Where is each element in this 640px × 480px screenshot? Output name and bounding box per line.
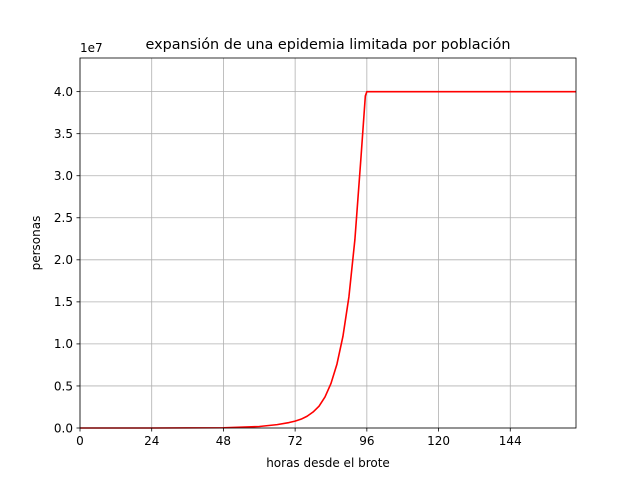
y-axis-label: personas bbox=[29, 216, 43, 271]
y-tick-label-4: 2.0 bbox=[54, 253, 73, 267]
x-tick-label-2: 48 bbox=[216, 434, 231, 448]
x-tick-label-3: 72 bbox=[287, 434, 302, 448]
x-tick-label-1: 24 bbox=[144, 434, 159, 448]
x-axis-ticks: 0 24 48 72 96 120 144 bbox=[76, 428, 522, 448]
y-tick-label-1: 0.5 bbox=[54, 379, 73, 393]
x-tick-label-4: 96 bbox=[359, 434, 374, 448]
y-tick-label-6: 3.0 bbox=[54, 169, 73, 183]
y-tick-label-7: 3.5 bbox=[54, 127, 73, 141]
x-tick-label-5: 120 bbox=[427, 434, 450, 448]
grid bbox=[79, 58, 576, 429]
y-tick-label-5: 2.5 bbox=[54, 211, 73, 225]
y-tick-label-2: 1.0 bbox=[54, 337, 73, 351]
axes bbox=[79, 57, 577, 429]
series-line-0 bbox=[80, 90, 576, 429]
x-tick-label-6: 144 bbox=[499, 434, 522, 448]
series-layer bbox=[80, 90, 576, 429]
y-tick-label-0: 0.0 bbox=[54, 421, 73, 435]
y-offset-label: 1e7 bbox=[80, 41, 103, 55]
x-tick-label-0: 0 bbox=[76, 434, 84, 448]
y-tick-label-8: 4.0 bbox=[54, 85, 73, 99]
y-axis-ticks: 0.0 0.5 1.0 1.5 2.0 2.5 3.0 3.5 4.0 bbox=[54, 85, 80, 435]
x-axis-label: horas desde el brote bbox=[266, 456, 390, 470]
y-tick-label-3: 1.5 bbox=[54, 295, 73, 309]
chart-title: expansión de una epidemia limitada por p… bbox=[146, 37, 511, 53]
plot-frame bbox=[79, 57, 577, 429]
